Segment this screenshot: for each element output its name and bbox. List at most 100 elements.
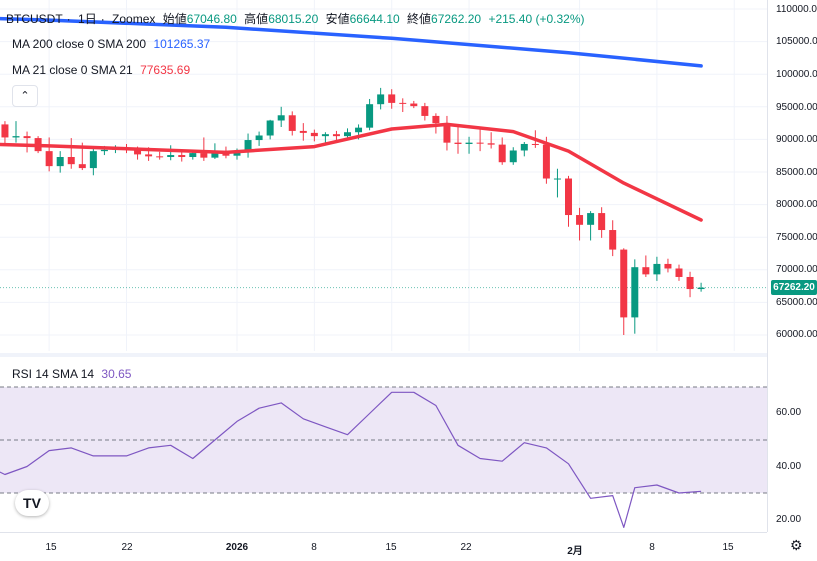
candle <box>642 255 650 277</box>
candle <box>244 133 252 158</box>
gear-icon[interactable]: ⚙ <box>790 537 803 553</box>
symbol[interactable]: BTCUSDT <box>6 12 63 26</box>
ma200-label: MA 200 close 0 SMA 200 <box>12 37 147 51</box>
candle-body <box>410 103 418 107</box>
symbol-legend: BTCUSDT · 1日 · Zoomex 始値67046.80 高値68015.2… <box>6 12 585 26</box>
price-axis[interactable]: 110000.00 105000.00 100000.00 95000.00 9… <box>767 0 817 532</box>
candle-body <box>553 178 561 180</box>
ma21-legend[interactable]: MA 21 close 0 SMA 21 77635.69 <box>12 63 194 77</box>
candle-body <box>145 154 153 157</box>
candle <box>432 113 440 134</box>
candle-body <box>653 263 661 275</box>
candle-body <box>89 151 97 169</box>
candle <box>1 121 9 145</box>
candle <box>509 147 517 165</box>
candle-body <box>388 94 396 103</box>
low-label: 安値 <box>325 12 350 26</box>
tradingview-logo[interactable]: TV <box>15 490 49 516</box>
rsi-legend[interactable]: RSI 14 SMA 14 30.65 <box>12 367 135 381</box>
candle-body <box>598 213 606 231</box>
candle <box>56 151 64 173</box>
candle-body <box>178 155 186 158</box>
candle-body <box>310 132 318 137</box>
time-tick: 15 <box>722 542 734 553</box>
candle <box>476 127 484 152</box>
close-value: 67262.20 <box>431 12 482 26</box>
candle <box>366 98 374 131</box>
close-label: 終値 <box>407 12 432 26</box>
candle-body <box>100 149 108 152</box>
candle <box>45 137 53 172</box>
collapse-legend-button[interactable]: ⌃ <box>12 85 38 107</box>
candle-body <box>78 164 86 169</box>
candle-body <box>366 104 374 128</box>
candle <box>487 132 495 149</box>
candle <box>255 131 263 146</box>
candle <box>421 102 429 121</box>
candle <box>664 258 672 273</box>
price-tick: 110000.00 <box>776 4 817 15</box>
candle <box>178 151 186 162</box>
candle-body <box>344 132 351 137</box>
candle <box>67 138 75 169</box>
time-tick: 2026 <box>225 542 249 553</box>
pane-divider[interactable] <box>0 353 767 357</box>
rsi-chart[interactable] <box>0 360 767 532</box>
ma200-legend[interactable]: MA 200 close 0 SMA 200 101265.37 <box>12 37 214 51</box>
candle-body <box>565 178 572 216</box>
rsi-line <box>0 391 702 528</box>
candle <box>675 264 683 281</box>
rsi-label: RSI 14 SMA 14 <box>12 367 95 381</box>
candle-body <box>321 134 329 137</box>
candle-body <box>56 157 64 167</box>
candle-body <box>432 115 440 124</box>
candle-body <box>288 115 296 131</box>
candle-body <box>576 215 584 225</box>
price-tick: 75000.00 <box>776 232 817 243</box>
price-tick: 90000.00 <box>776 134 817 145</box>
price-tick: 60000.00 <box>776 329 817 340</box>
time-axis[interactable]: 15 22 2026 8 15 22 2月 8 15 <box>0 532 767 561</box>
candle <box>686 271 694 298</box>
time-tick: 22 <box>121 542 133 553</box>
price-tick: 85000.00 <box>776 167 817 178</box>
candle-body <box>487 143 495 145</box>
rsi-tick: 20.00 <box>776 514 802 525</box>
candle <box>653 256 661 281</box>
high-value: 68015.20 <box>268 12 319 26</box>
candle-body <box>67 157 75 165</box>
ma21-value: 77635.69 <box>140 63 191 77</box>
candle-body <box>631 267 639 318</box>
candle-body <box>266 120 274 136</box>
open-value: 67046.80 <box>186 12 237 26</box>
candle-body <box>23 136 31 139</box>
candle-body <box>200 153 208 158</box>
candle-body <box>531 143 539 145</box>
candle-body <box>620 249 628 318</box>
candle-body <box>520 143 528 151</box>
price-tick: 105000.00 <box>776 36 817 47</box>
candle <box>167 145 175 161</box>
time-tick: 22 <box>460 542 472 553</box>
price-tick: 70000.00 <box>776 264 817 275</box>
candle <box>377 87 385 110</box>
price-chart[interactable] <box>0 0 767 351</box>
high-label: 高値 <box>244 12 269 26</box>
candle <box>299 123 307 141</box>
candle-body <box>443 123 451 143</box>
candle-body <box>609 230 617 250</box>
candle <box>156 151 164 160</box>
candle-body <box>277 115 285 121</box>
candle-body <box>675 268 683 277</box>
candle <box>598 207 606 238</box>
ma200-value: 101265.37 <box>153 37 211 51</box>
price-tick: 100000.00 <box>776 69 817 80</box>
candle-body <box>476 142 484 144</box>
candle <box>620 248 628 335</box>
candle <box>697 282 705 292</box>
ma21-line <box>0 122 703 222</box>
candle <box>23 131 31 153</box>
ma21-label: MA 21 close 0 SMA 21 <box>12 63 133 77</box>
interval[interactable]: 1日 <box>78 12 97 26</box>
low-value: 66644.10 <box>349 12 400 26</box>
